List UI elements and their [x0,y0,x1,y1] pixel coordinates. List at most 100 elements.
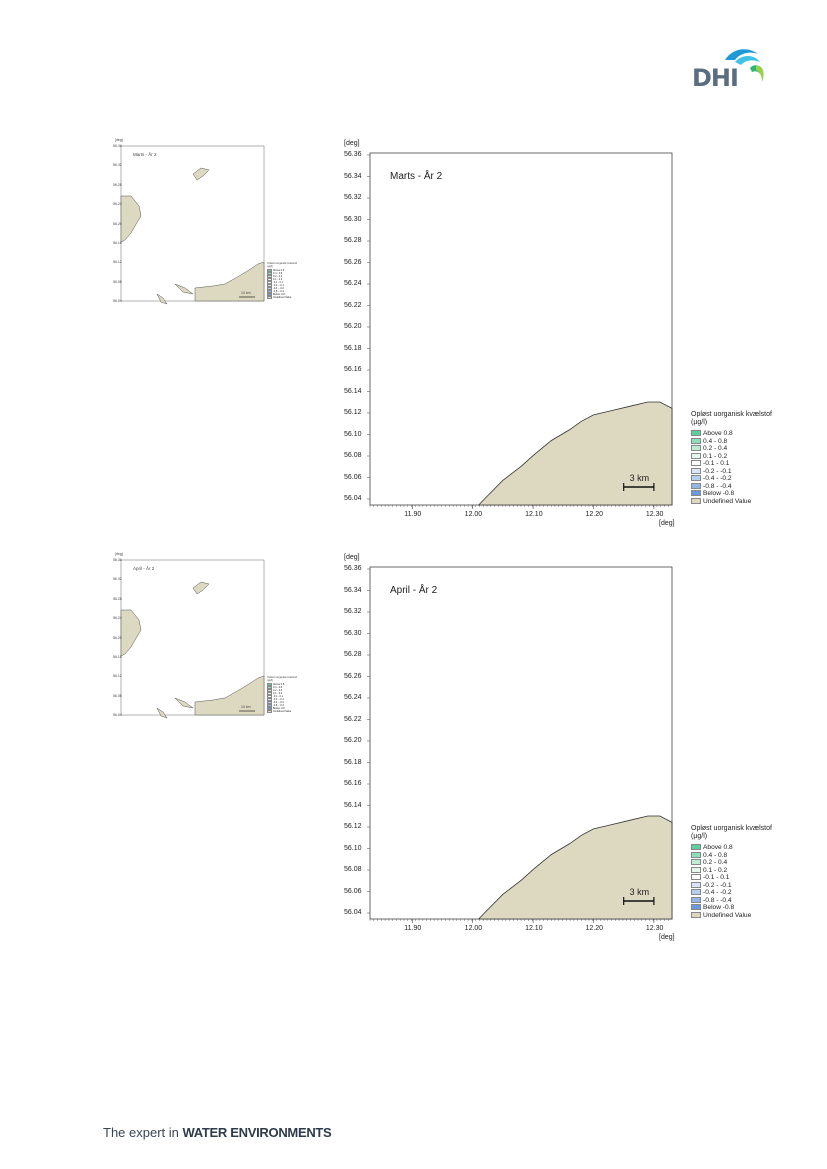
overview-legend-item: -0.4 - -0.2 [267,287,307,290]
legend-label: 0.4 - 0.8 [703,437,728,445]
overview-legend-item: 0.4 - 0.8 [267,272,307,275]
legend-label: -0.2 - -0.1 [703,467,732,475]
overview-y-tick: 56.08 [113,279,122,284]
overview-legend-label: Above 0.8 [273,683,285,686]
overview-land-east [194,675,265,716]
y-tick-label: 56.36 [344,565,362,572]
legend-item: -0.4 - -0.2 [691,475,811,482]
legend-swatch [691,866,701,873]
overview-map-canvas [120,559,265,719]
overview-legend-label: Undefined Value [273,296,292,299]
legend-label: -0.8 - -0.4 [703,896,732,904]
legend-item: 0.4 - 0.8 [691,851,811,859]
overview-legend-swatch [267,698,272,701]
x-tick-label: 12.10 [525,925,543,932]
overview-map: [deg] Marts - År 2 10 km 56.36 56.32 56.28 56.… [113,138,313,318]
scale-bar-label: 3 km [629,473,650,483]
y-tick-label: 56.24 [344,280,362,287]
y-tick-label: 56.10 [344,430,362,438]
legend-label: Below -0.8 [703,490,735,497]
overview-legend-swatch [267,710,272,713]
legend-swatch [691,445,701,451]
overview-legend-swatch [267,287,272,290]
overview-legend-label: 0.2 - 0.4 [273,689,283,692]
overview-axis-unit: [deg] [115,138,123,142]
overview-legend-label: 0.1 - 0.2 [273,692,283,695]
overview-map-canvas [120,145,265,305]
overview-legend-label: 0.4 - 0.8 [273,272,283,275]
legend-label: 0.4 - 0.8 [703,851,728,859]
overview-legend-swatch [267,281,272,284]
legend-item: Below -0.8 [691,490,811,497]
y-tick-label: 56.14 [344,387,362,395]
overview-land-west [120,609,142,657]
x-tick-label: 12.30 [645,511,664,518]
overview-legend-label: 0.1 - 0.2 [273,278,283,281]
overview-y-tick: 56.20 [113,635,122,640]
legend-label: -0.2 - -0.1 [703,881,732,889]
x-tick-label: 12.20 [585,925,603,932]
y-tick-label: 56.18 [344,344,362,352]
y-tick-label: 56.06 [344,887,362,895]
legend-swatch [691,844,701,850]
overview-y-tick: 56.28 [113,182,122,187]
overview-legend-swatch [267,278,272,281]
scale-bar-label: 3 km [629,887,650,897]
overview-y-tick: 56.16 [113,654,122,659]
overview-legend-swatch [267,707,272,710]
overview-land-east [194,261,265,302]
overview-legend-swatch [267,689,272,692]
overview-legend-swatch [267,692,272,695]
legend-swatch [691,490,701,496]
overview-axis-unit: [deg] [115,552,123,556]
legend-label: -0.4 - -0.2 [703,889,732,896]
dhi-logo: DHI [690,42,770,92]
y-tick-label: 56.08 [344,452,362,459]
legend-item: -0.1 - 0.1 [691,874,811,881]
overview-legend-item: -0.4 - -0.2 [267,701,307,704]
overview-y-tick: 56.04 [113,713,122,717]
legend-swatch [691,475,701,481]
overview-legend-item: -0.1 - 0.1 [267,695,307,698]
legend-swatch [691,430,701,436]
y-tick-label: 56.04 [344,495,362,502]
x-axis-unit: [deg] [659,934,675,941]
legend-label: -0.4 - -0.2 [703,475,732,482]
map-title: April - År 2 [390,585,438,596]
overview-land-spit [174,697,194,709]
legend: Opløst uorganisk kvælstof (µg/l) Above 0.8… [691,825,821,935]
overview-legend-label: -0.8 - -0.4 [273,290,284,293]
overview-legend-item: Below -0.8 [267,707,307,710]
legend-label: -0.1 - 0.1 [703,874,730,881]
legend-swatch [691,859,701,865]
x-tick-label: 12.30 [645,925,664,932]
overview-land-spit [174,283,194,295]
y-tick-label: 56.08 [344,866,362,873]
overview-legend-item: Undefined Value [267,710,307,713]
legend-label: 0.1 - 0.2 [703,866,728,874]
legend-item: -0.8 - -0.4 [691,896,811,904]
y-tick-label: 56.28 [344,651,362,658]
legend-label: Above 0.8 [703,844,733,851]
overview-y-tick: 56.36 [113,558,122,562]
overview-legend-swatch [267,683,272,686]
legend-label: 0.2 - 0.4 [703,445,728,452]
y-tick-label: 56.22 [344,715,362,723]
legend-swatch [691,497,701,504]
y-tick-label: 56.36 [344,151,362,158]
y-tick-label: 56.34 [344,172,362,180]
y-tick-label: 56.32 [344,194,362,201]
overview-legend-item: 0.1 - 0.2 [267,692,307,695]
overview-legend-item: Above 0.8 [267,269,307,272]
overview-y-tick: 56.16 [113,240,122,245]
overview-title: April - År 2 [133,566,155,571]
legend-item: -0.2 - -0.1 [691,467,811,475]
legend-label: Undefined Value [703,497,752,505]
land-coastline [477,815,673,920]
overview-y-tick: 56.12 [113,260,122,265]
y-tick-label: 56.14 [344,801,362,809]
legend-unit: (µg/l) [691,419,708,426]
y-tick-label: 56.20 [344,737,362,744]
overview-legend-item: -0.8 - -0.4 [267,290,307,293]
overview-legend-item: Below -0.8 [267,293,307,296]
